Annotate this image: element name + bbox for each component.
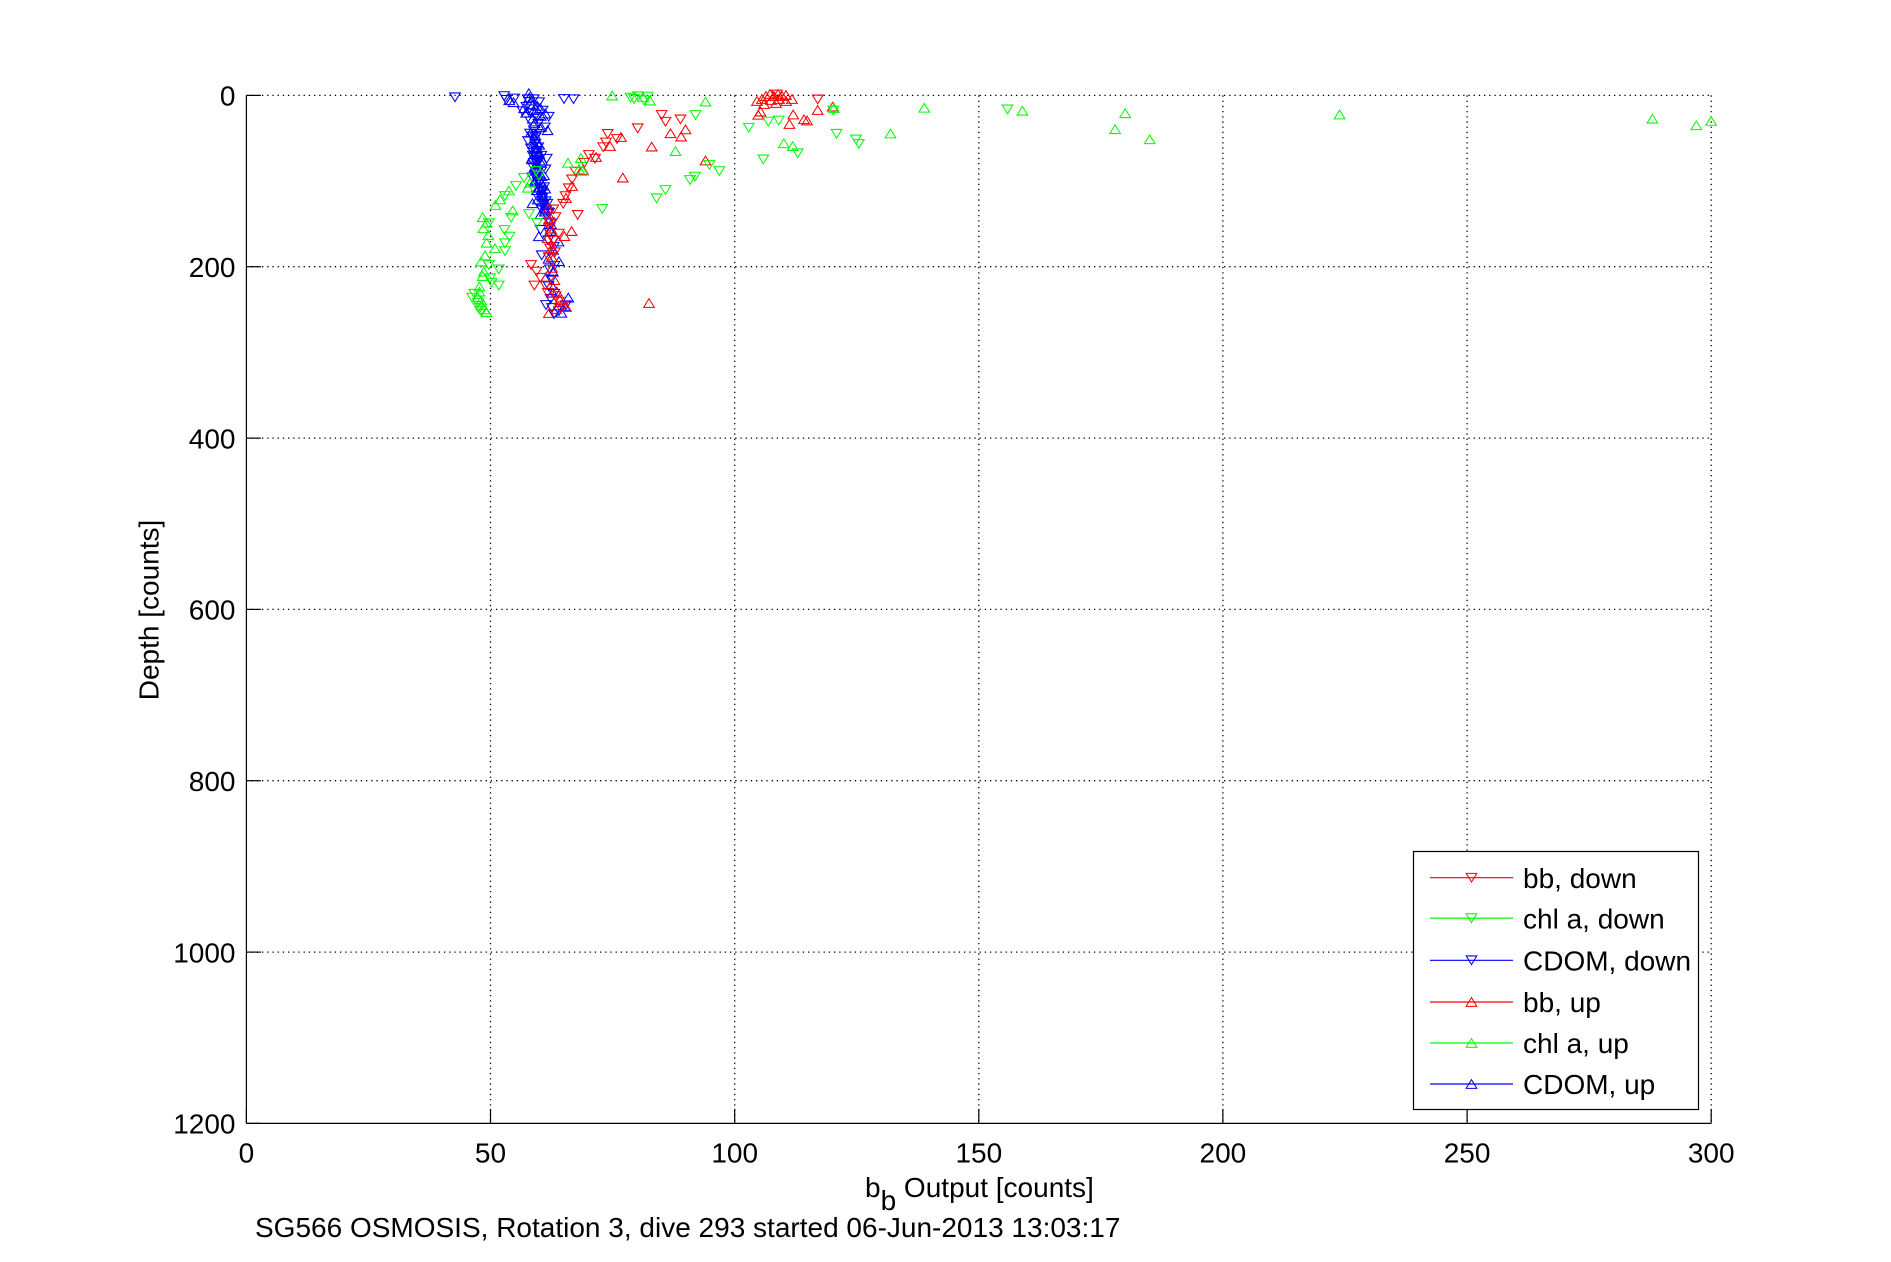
- svg-text:CDOM, down: CDOM, down: [1523, 946, 1691, 977]
- svg-text:200: 200: [189, 252, 236, 283]
- svg-text:400: 400: [189, 423, 236, 454]
- svg-text:CDOM, up: CDOM, up: [1523, 1069, 1655, 1100]
- svg-text:SG566 OSMOSIS, Rotation 3, div: SG566 OSMOSIS, Rotation 3, dive 293 star…: [255, 1212, 1120, 1243]
- svg-text:0: 0: [220, 81, 236, 112]
- svg-text:200: 200: [1200, 1138, 1247, 1169]
- svg-text:600: 600: [189, 595, 236, 626]
- svg-text:Depth [counts]: Depth [counts]: [134, 520, 165, 701]
- svg-text:bb, down: bb, down: [1523, 863, 1637, 894]
- svg-text:100: 100: [711, 1138, 758, 1169]
- svg-text:1000: 1000: [173, 937, 235, 968]
- svg-text:bb, up: bb, up: [1523, 987, 1601, 1018]
- svg-text:250: 250: [1444, 1138, 1491, 1169]
- svg-text:50: 50: [475, 1138, 506, 1169]
- svg-text:chl a, up: chl a, up: [1523, 1028, 1629, 1059]
- svg-text:300: 300: [1688, 1138, 1735, 1169]
- svg-text:1200: 1200: [173, 1109, 235, 1140]
- svg-text:0: 0: [239, 1138, 255, 1169]
- svg-text:150: 150: [955, 1138, 1002, 1169]
- svg-text:chl a, down: chl a, down: [1523, 903, 1665, 934]
- svg-text:800: 800: [189, 766, 236, 797]
